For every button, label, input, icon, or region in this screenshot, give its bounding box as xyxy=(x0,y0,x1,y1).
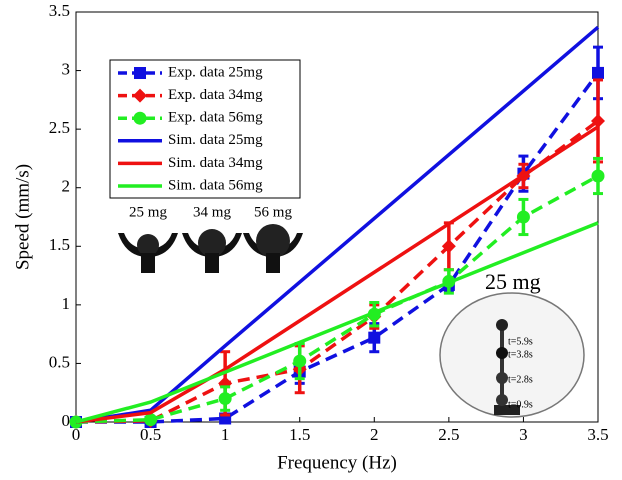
legend-label: Sim. data 34mg xyxy=(168,155,263,171)
series-line xyxy=(75,119,600,424)
marker xyxy=(591,113,605,128)
x-tick-label: 2 xyxy=(370,425,379,444)
legend-label: Sim. data 56mg xyxy=(168,177,263,193)
mass-label: 56 mg xyxy=(254,204,292,220)
time-label: t=2.8s xyxy=(508,374,533,385)
marker xyxy=(133,111,147,125)
marker xyxy=(293,354,307,368)
x-tick-label: 0.5 xyxy=(140,425,161,444)
marker xyxy=(591,169,605,183)
legend-label: Exp. data 25mg xyxy=(168,64,263,80)
legend-label: Exp. data 34mg xyxy=(168,87,263,103)
legend-box xyxy=(109,59,301,199)
y-tick-label: 0.5 xyxy=(49,352,70,371)
x-tick-label: 3.5 xyxy=(587,425,608,444)
marker xyxy=(144,413,158,427)
x-tick-label: 1 xyxy=(221,425,230,444)
marker xyxy=(218,392,232,406)
x-tick-label: 3 xyxy=(519,425,528,444)
series-line xyxy=(75,221,599,424)
time-label: t=3.8s xyxy=(508,349,533,360)
x-tick-label: 1.5 xyxy=(289,425,310,444)
x-tick-label: 0 xyxy=(72,425,81,444)
marker xyxy=(516,210,530,224)
y-tick-label: 3.5 xyxy=(49,1,70,20)
robot-figures xyxy=(118,224,303,273)
y-axis-label: Speed (mm/s) xyxy=(12,164,33,270)
series-line xyxy=(75,174,599,424)
series-line xyxy=(75,125,599,424)
series-line xyxy=(76,71,600,424)
time-label: t=5.9s xyxy=(508,336,533,347)
y-tick-label: 2.5 xyxy=(49,118,70,137)
mass-label: 25 mg xyxy=(129,204,167,220)
marker xyxy=(441,239,456,254)
photo-inset xyxy=(439,292,585,418)
mass-label: 34 mg xyxy=(193,204,231,220)
plot-frame xyxy=(75,11,599,423)
marker xyxy=(592,66,604,79)
x-tick-label: 2.5 xyxy=(438,425,459,444)
y-tick-label: 1.5 xyxy=(49,235,70,254)
legend-label: Exp. data 56mg xyxy=(168,110,263,126)
legend-label: Sim. data 25mg xyxy=(168,132,263,148)
y-tick-label: 3 xyxy=(62,59,71,78)
y-tick-label: 2 xyxy=(62,177,71,196)
time-label: t=0.9s xyxy=(508,399,533,410)
marker xyxy=(134,67,146,79)
marker xyxy=(368,331,381,344)
y-tick-label: 1 xyxy=(62,294,71,313)
photo-title: 25 mg xyxy=(485,269,541,294)
marker xyxy=(133,88,147,103)
x-axis-label: Frequency (Hz) xyxy=(277,452,397,473)
y-tick-label: 0 xyxy=(62,411,71,430)
